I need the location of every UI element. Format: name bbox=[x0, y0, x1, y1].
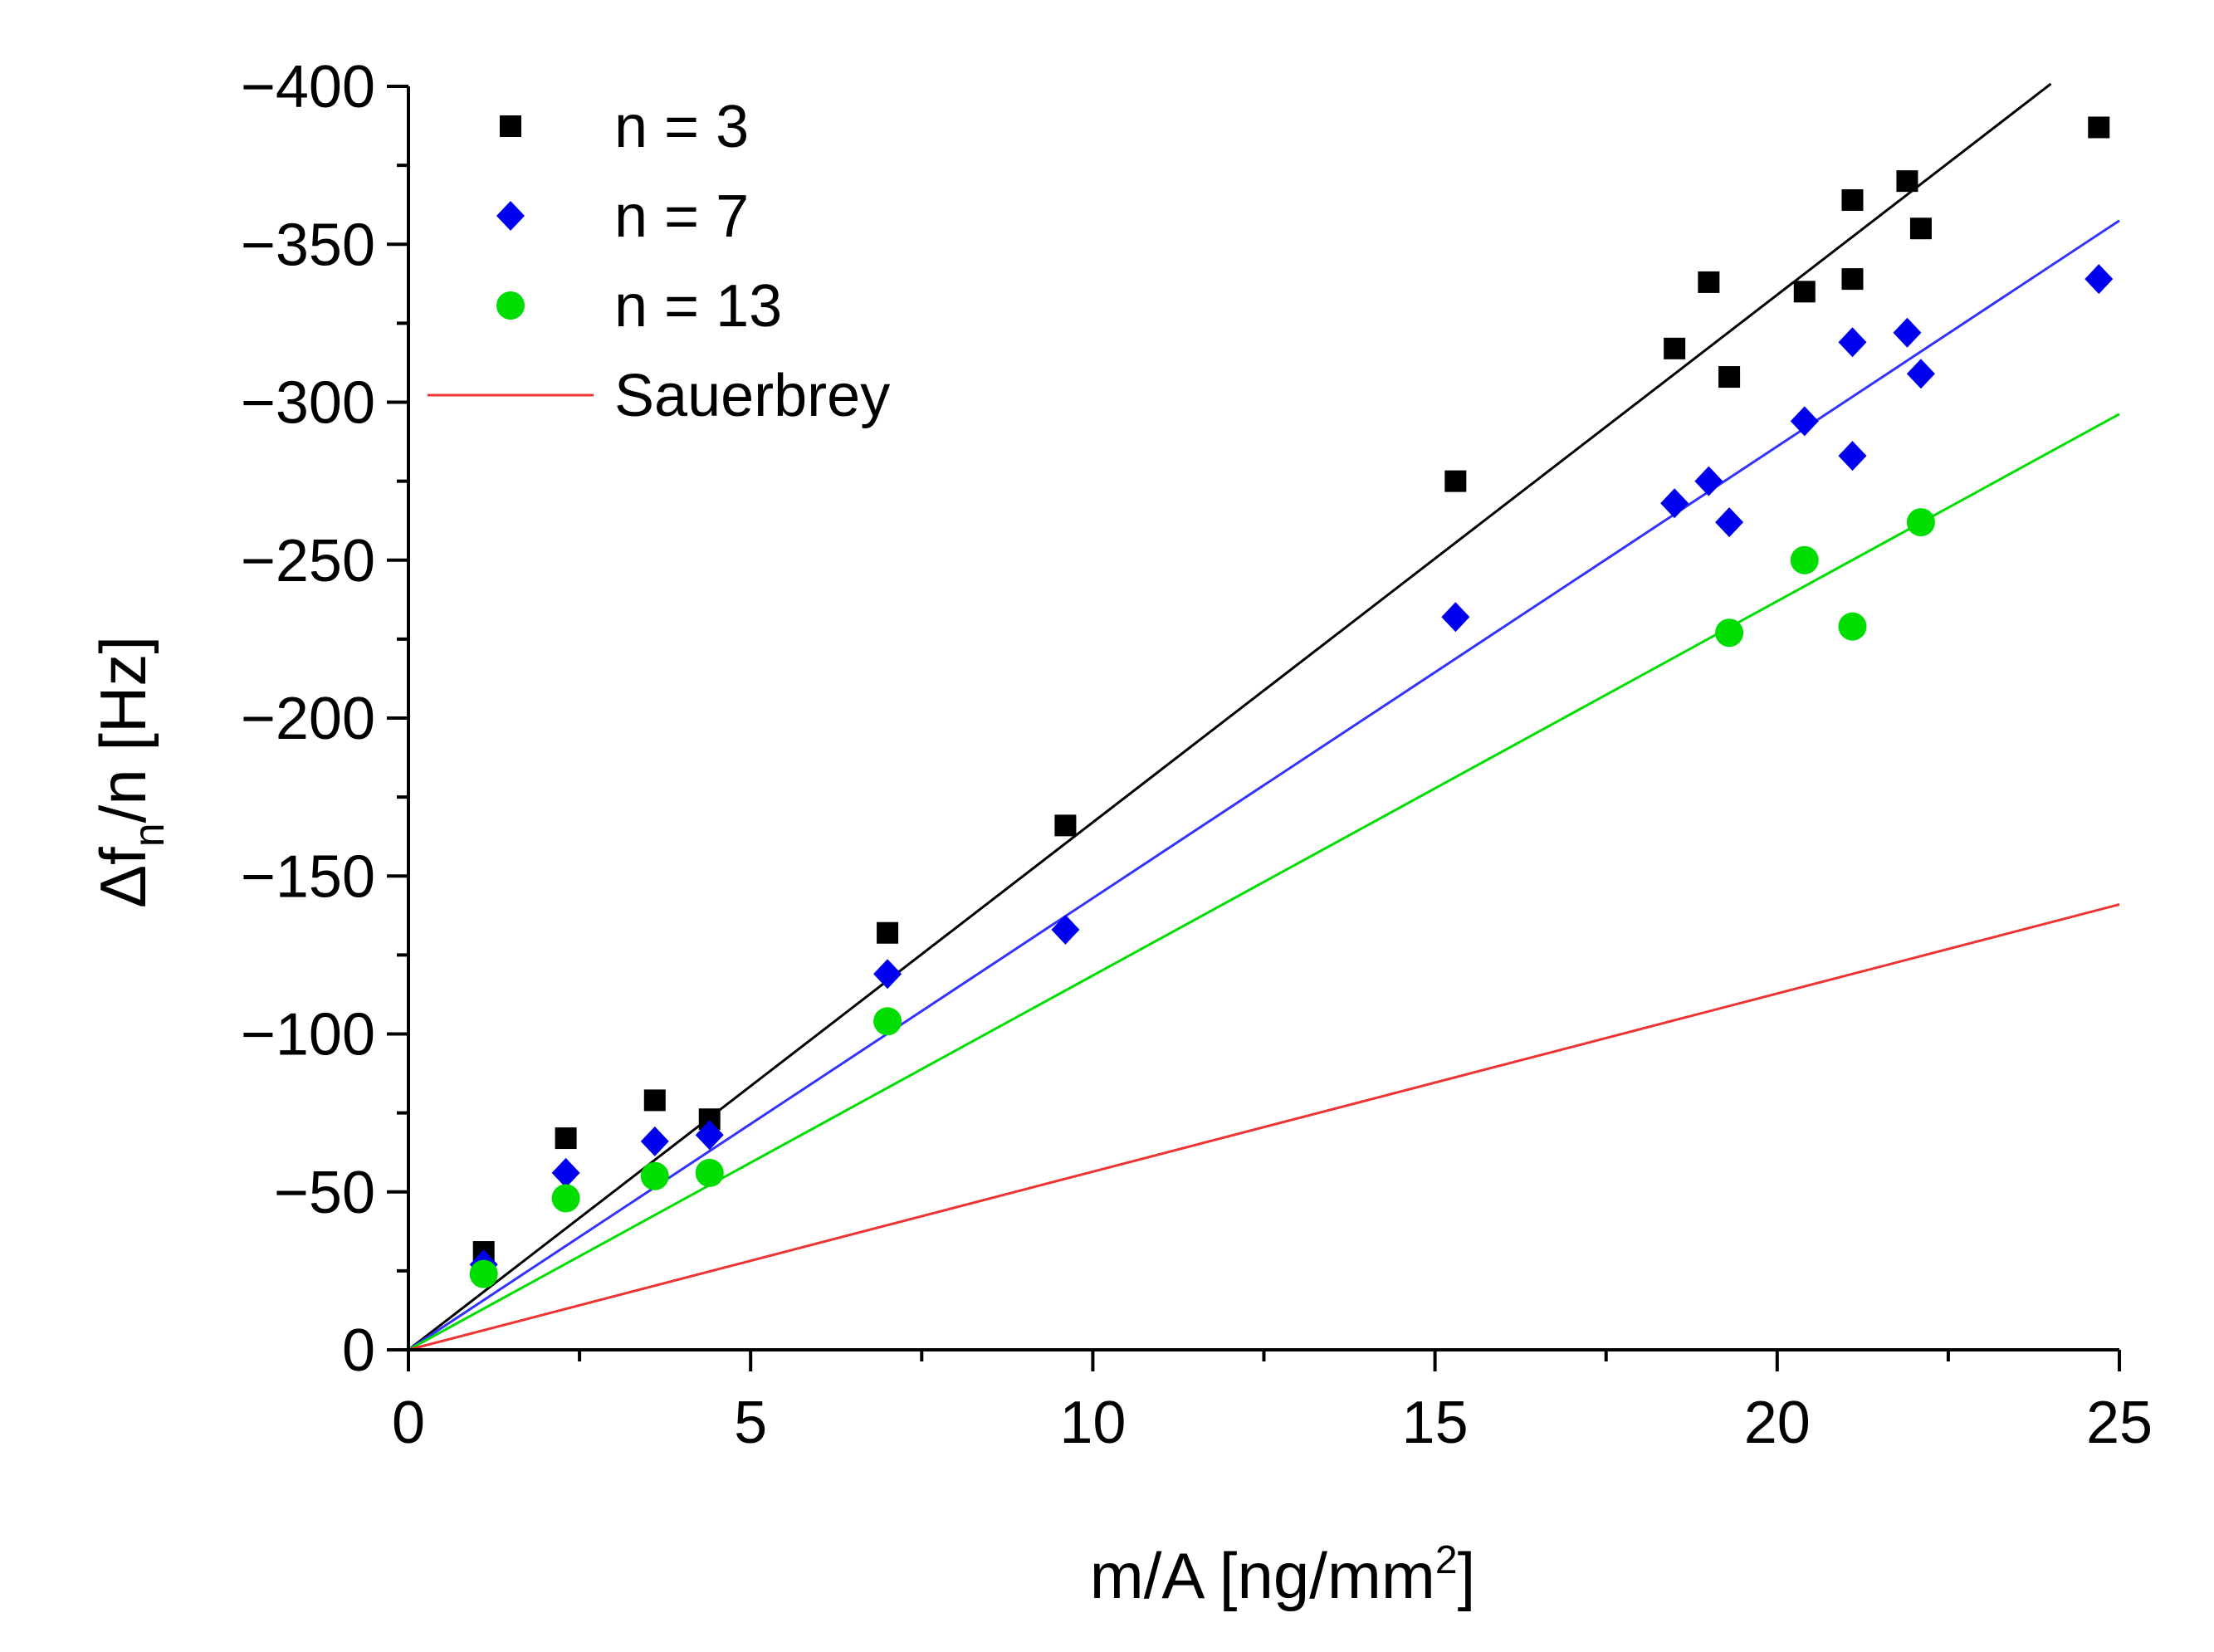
data-point bbox=[1790, 545, 1819, 574]
data-point bbox=[1718, 366, 1741, 389]
legend-marker bbox=[496, 291, 525, 320]
data-point bbox=[695, 1120, 724, 1151]
legend-marker bbox=[500, 115, 521, 137]
data-point bbox=[1715, 618, 1744, 648]
x-tick-label: 25 bbox=[2086, 1390, 2153, 1456]
data-point bbox=[1893, 317, 1922, 348]
data-point bbox=[1838, 327, 1867, 358]
data-point bbox=[1054, 814, 1077, 837]
data-point bbox=[877, 921, 899, 944]
legend-label: n = 3 bbox=[614, 94, 749, 160]
data-point bbox=[1909, 217, 1932, 240]
data-point bbox=[2084, 264, 2114, 295]
legend-item: Sauerbrey bbox=[428, 363, 890, 429]
y-tick-label: −350 bbox=[241, 212, 375, 278]
data-point bbox=[1698, 271, 1720, 293]
legend: n = 3 n = 7 n = 13 Sauerbrey bbox=[428, 94, 890, 429]
data-point bbox=[1694, 466, 1723, 496]
y-tick-label: 0 bbox=[342, 1317, 375, 1384]
data-point bbox=[1841, 268, 1864, 291]
data-point bbox=[1838, 612, 1867, 641]
data-point bbox=[640, 1161, 669, 1190]
data-point bbox=[1906, 508, 1935, 537]
data-point bbox=[551, 1184, 580, 1213]
fit-line-n-7 bbox=[408, 219, 2120, 1351]
y-tick-label: −50 bbox=[274, 1160, 375, 1226]
legend-item: n = 3 bbox=[500, 94, 749, 160]
x-tick-label: 5 bbox=[734, 1390, 767, 1456]
legend-label: n = 13 bbox=[614, 273, 782, 340]
data-point bbox=[1715, 507, 1744, 538]
fit-lines bbox=[408, 82, 2120, 1351]
data-point bbox=[640, 1126, 669, 1156]
y-tick-label: −200 bbox=[241, 686, 375, 752]
data-point bbox=[1906, 359, 1935, 389]
data-point bbox=[1838, 441, 1867, 472]
data-point bbox=[1660, 488, 1689, 519]
data-point bbox=[643, 1089, 666, 1112]
data-point bbox=[1793, 281, 1816, 303]
data-point bbox=[551, 1157, 580, 1188]
data-point bbox=[873, 959, 902, 990]
legend-label: Sauerbrey bbox=[614, 363, 890, 429]
legend-item: n = 13 bbox=[496, 273, 782, 340]
data-point bbox=[1664, 337, 1686, 359]
data-point bbox=[2088, 116, 2110, 139]
x-axis-title: m/A [ng/mm2] bbox=[1090, 1538, 1475, 1612]
data-point bbox=[695, 1158, 724, 1187]
y-tick-label: −300 bbox=[241, 370, 375, 437]
y-tick-label: −150 bbox=[241, 843, 375, 910]
data-point bbox=[1841, 188, 1864, 211]
data-point bbox=[1444, 470, 1467, 492]
x-ticks: 0 5 10 15 20 25 bbox=[392, 1350, 2153, 1456]
fit-line-n-3 bbox=[408, 82, 2052, 1351]
data-point bbox=[873, 1007, 902, 1036]
y-tick-label: −400 bbox=[241, 54, 375, 120]
legend-label: n = 7 bbox=[614, 183, 749, 250]
x-tick-label: 0 bbox=[392, 1390, 425, 1456]
data-point bbox=[469, 1259, 498, 1288]
legend-marker bbox=[496, 201, 525, 231]
fit-line-n-13 bbox=[408, 413, 2120, 1351]
fit-line-sauerbrey bbox=[408, 903, 2120, 1351]
data-markers bbox=[469, 116, 2114, 1288]
data-point bbox=[555, 1127, 577, 1150]
y-tick-label: −250 bbox=[241, 528, 375, 594]
x-tick-label: 20 bbox=[1744, 1390, 1811, 1456]
x-tick-label: 15 bbox=[1402, 1390, 1469, 1456]
data-point bbox=[1896, 170, 1918, 193]
y-tick-label: −100 bbox=[241, 1002, 375, 1068]
data-point bbox=[1790, 406, 1819, 437]
data-point bbox=[1441, 602, 1470, 633]
legend-item: n = 7 bbox=[496, 183, 749, 250]
x-tick-label: 10 bbox=[1059, 1390, 1126, 1456]
y-ticks: 0 −50 −100 −150 −200 −250 −300 −350 −400 bbox=[241, 54, 408, 1384]
data-point bbox=[1051, 914, 1080, 945]
y-axis-title: Δfn/n [Hz] bbox=[86, 636, 174, 908]
